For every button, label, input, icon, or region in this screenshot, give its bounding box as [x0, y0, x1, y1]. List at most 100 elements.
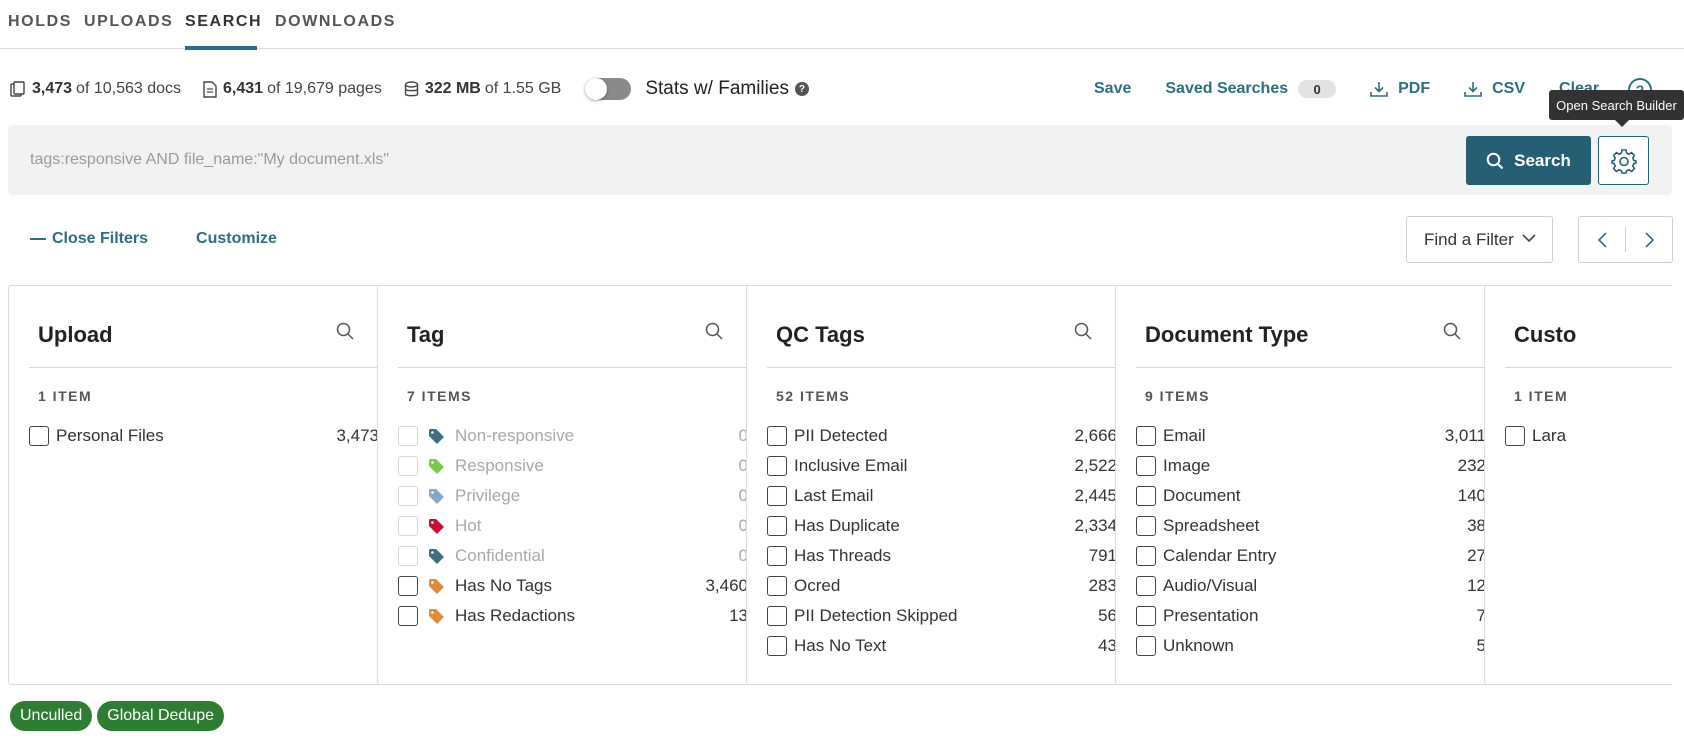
checkbox[interactable]: [767, 456, 787, 476]
filter-item[interactable]: Has Duplicate 2,334: [767, 511, 1117, 541]
panel-item-count: 1 ITEM: [1514, 388, 1569, 404]
checkbox[interactable]: [29, 426, 49, 446]
checkbox[interactable]: [767, 606, 787, 626]
filter-item-count: 2,666: [1074, 426, 1117, 445]
saved-searches-button[interactable]: Saved Searches 0: [1165, 80, 1337, 98]
pdf-download-button[interactable]: PDF: [1370, 80, 1430, 98]
search-button[interactable]: Search: [1466, 136, 1591, 185]
filter-item[interactable]: Email 3,011: [1136, 421, 1486, 451]
custom-filter-panel: Custo 1 ITEM Lara: [1484, 285, 1672, 685]
tab-holds[interactable]: HOLDS: [8, 13, 72, 30]
filter-item-label: Spreadsheet: [1163, 516, 1260, 535]
filter-item[interactable]: Has Redactions 13: [398, 601, 748, 631]
filter-item-label: Has Redactions: [455, 606, 576, 625]
checkbox[interactable]: [767, 516, 787, 536]
close-filters-button[interactable]: Close Filters: [30, 230, 148, 248]
search-builder-button[interactable]: [1598, 136, 1649, 185]
checkbox[interactable]: [1136, 426, 1156, 446]
filter-item[interactable]: PII Detected 2,666: [767, 421, 1117, 451]
filter-item-label: Confidential: [455, 546, 545, 565]
checkbox: [398, 486, 418, 506]
checkbox[interactable]: [1136, 516, 1156, 536]
checkbox[interactable]: [1136, 486, 1156, 506]
search-input[interactable]: [20, 141, 1460, 179]
filter-item[interactable]: Audio/Visual 12: [1136, 571, 1486, 601]
filter-pager: [1578, 216, 1673, 263]
filter-item[interactable]: Has No Text 43: [767, 631, 1117, 661]
docs-count: 3,473: [32, 80, 73, 97]
saved-searches-label: Saved Searches: [1165, 80, 1289, 97]
filter-item-label: Presentation: [1163, 606, 1259, 625]
filter-item[interactable]: Unknown 5: [1136, 631, 1486, 661]
customize-button[interactable]: Customize: [196, 230, 277, 247]
filter-item[interactable]: Image 232: [1136, 451, 1486, 481]
filter-item[interactable]: PII Detection Skipped 56: [767, 601, 1117, 631]
search-icon[interactable]: [1074, 322, 1092, 340]
search-actions: Save Saved Searches 0 PDF CSV Clear: [1094, 78, 1633, 100]
filter-item[interactable]: Ocred 283: [767, 571, 1117, 601]
pages-total: of 19,679 pages: [267, 80, 382, 97]
find-filter-dropdown[interactable]: Find a Filter: [1406, 216, 1553, 263]
checkbox[interactable]: [1136, 576, 1156, 596]
filter-item[interactable]: Last Email 2,445: [767, 481, 1117, 511]
checkbox[interactable]: [1136, 606, 1156, 626]
families-toggle[interactable]: [585, 78, 632, 100]
checkbox: [398, 516, 418, 536]
stats-bar: 3,473 of 10,563 docs 6,431 of 19,679 pag…: [10, 78, 809, 100]
tab-search[interactable]: SEARCH: [185, 13, 263, 30]
filter-item-label: Non-responsive: [455, 426, 575, 445]
filter-item[interactable]: Document 140: [1136, 481, 1486, 511]
checkbox[interactable]: [767, 576, 787, 596]
tag-icon: [429, 428, 444, 444]
panel-divider: [767, 367, 1117, 368]
checkbox[interactable]: [398, 576, 418, 596]
checkbox[interactable]: [1136, 456, 1156, 476]
upload-filter-panel: Upload 1 ITEM Personal Files 3,473: [8, 285, 398, 685]
search-icon[interactable]: [336, 322, 354, 340]
checkbox[interactable]: [1505, 426, 1525, 446]
checkbox[interactable]: [767, 636, 787, 656]
checkbox: [398, 456, 418, 476]
panel-divider: [1136, 367, 1486, 368]
tab-downloads[interactable]: DOWNLOADS: [275, 13, 397, 30]
checkbox[interactable]: [767, 486, 787, 506]
checkbox: [398, 426, 418, 446]
tab-uploads[interactable]: UPLOADS: [84, 13, 174, 30]
filter-item-count: 56: [1098, 606, 1117, 625]
filter-item[interactable]: Has No Tags 3,460: [398, 571, 748, 601]
find-filter-label: Find a Filter: [1424, 229, 1514, 249]
filter-item-label: Hot: [455, 516, 482, 535]
search-builder-tooltip: Open Search Builder: [1549, 90, 1684, 120]
save-button[interactable]: Save: [1094, 80, 1131, 98]
filter-item[interactable]: Presentation 7: [1136, 601, 1486, 631]
saved-searches-count: 0: [1298, 80, 1337, 98]
size-count: 322 MB: [424, 80, 481, 97]
unculled-badge[interactable]: Unculled: [10, 701, 93, 731]
filter-item[interactable]: Calendar Entry 27: [1136, 541, 1486, 571]
checkbox[interactable]: [398, 606, 418, 626]
search-icon[interactable]: [705, 322, 723, 340]
checkbox[interactable]: [1136, 546, 1156, 566]
active-tab-indicator: [185, 46, 257, 50]
question-icon[interactable]: ?: [794, 82, 809, 96]
checkbox[interactable]: [767, 426, 787, 446]
filter-item[interactable]: Personal Files 3,473: [29, 421, 379, 451]
csv-download-button[interactable]: CSV: [1464, 80, 1525, 98]
chevron-down-icon: [1522, 234, 1536, 243]
panel-item-count: 9 ITEMS: [1145, 388, 1210, 404]
filter-item[interactable]: Has Threads 791: [767, 541, 1117, 571]
filter-item-count: 0: [738, 426, 748, 445]
next-filters-button[interactable]: [1626, 217, 1672, 262]
panel-divider: [29, 367, 379, 368]
search-icon[interactable]: [1443, 322, 1461, 340]
checkbox[interactable]: [767, 546, 787, 566]
checkbox[interactable]: [1136, 636, 1156, 656]
tag-icon: [429, 488, 444, 504]
previous-filters-button[interactable]: [1579, 217, 1625, 262]
global-dedupe-badge[interactable]: Global Dedupe: [97, 701, 225, 731]
filter-item-count: 3,460: [705, 576, 748, 595]
filter-item[interactable]: Inclusive Email 2,522: [767, 451, 1117, 481]
filter-item[interactable]: Spreadsheet 38: [1136, 511, 1486, 541]
filter-item[interactable]: Lara: [1505, 421, 1672, 451]
filter-item-label: Document: [1163, 486, 1241, 505]
